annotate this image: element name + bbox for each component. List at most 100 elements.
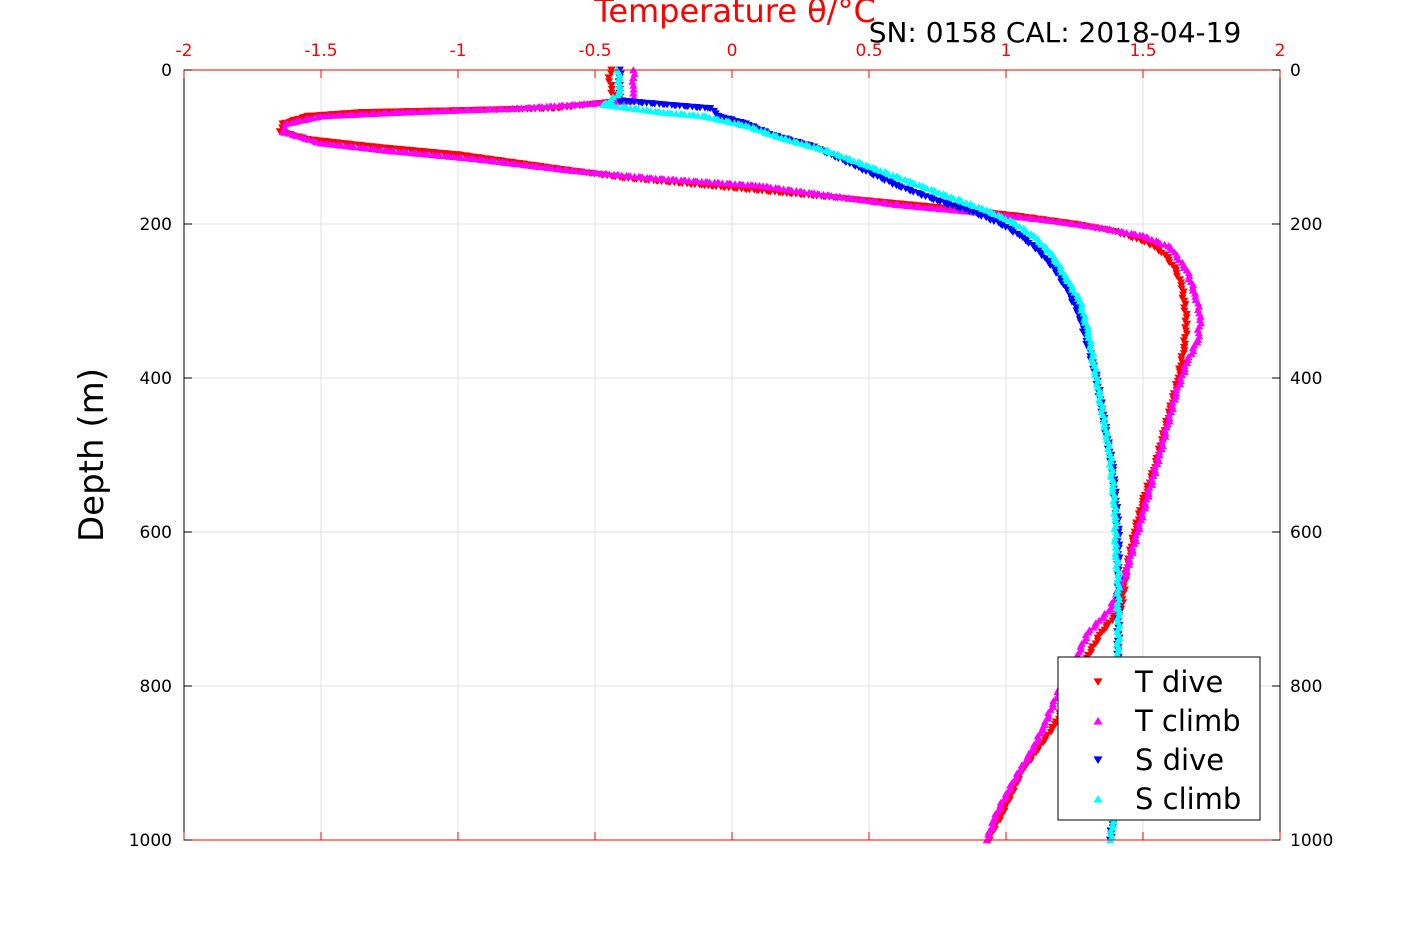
data-point-interp (1033, 732, 1042, 740)
data-point-interp (1076, 642, 1085, 650)
data-point (1190, 289, 1200, 297)
x-tick-label: 1.5 (1129, 41, 1156, 61)
data-point-interp (827, 192, 836, 199)
data-point-interp (1106, 827, 1115, 834)
data-point-interp (1077, 303, 1086, 311)
legend-marker-t-dive (1093, 678, 1103, 687)
data-point-interp (1024, 240, 1033, 247)
data-point-interp (1080, 315, 1089, 323)
data-point-interp (922, 184, 931, 192)
data-point-interp (988, 821, 997, 829)
y-tick-label-left: 200 (140, 215, 172, 235)
data-point (1144, 489, 1153, 497)
data-point-interp (304, 135, 313, 143)
data-point-interp (614, 77, 623, 85)
data-point-interp (876, 167, 885, 174)
data-point-interp (1049, 697, 1058, 705)
data-point-interp (949, 194, 958, 202)
x-tick-label: 0 (727, 41, 738, 61)
data-point-interp (1113, 571, 1122, 579)
data-point-interp (605, 78, 614, 86)
x-tick-label: -2 (176, 41, 193, 61)
data-point-interp (1031, 245, 1040, 253)
data-point (281, 120, 290, 128)
legend-box (1057, 656, 1261, 821)
data-point-interp (910, 180, 919, 188)
data-point-interp (1157, 249, 1166, 257)
y-tick-label-left: 600 (140, 523, 172, 543)
data-point-interp (1110, 491, 1119, 499)
x-tick-label: 2 (1275, 41, 1286, 61)
data-point-interp (1108, 485, 1117, 493)
data-point (629, 81, 638, 89)
data-point-interp (680, 110, 689, 118)
data-point-interp (884, 170, 893, 178)
data-point-interp (1107, 469, 1116, 477)
data-point-interp (987, 819, 996, 826)
data-point-interp (969, 202, 978, 209)
data-point-interp (1111, 503, 1120, 511)
legend-label: T dive (1134, 665, 1223, 699)
data-point-interp (1113, 615, 1122, 622)
data-point-interp (1184, 353, 1193, 361)
y-tick-label-right: 400 (1290, 369, 1322, 389)
data-point-interp (615, 70, 624, 78)
data-point-interp (1165, 414, 1174, 422)
data-point-interp (1104, 607, 1113, 615)
data-point-interp (1121, 569, 1130, 577)
data-point-interp (1028, 746, 1037, 754)
legend-label: S climb (1135, 782, 1241, 816)
data-point-interp (1089, 623, 1098, 631)
data-point-interp (1081, 222, 1090, 229)
data-point-interp (350, 143, 359, 151)
y-tick-label-left: 1000 (129, 831, 172, 851)
data-point-interp (1189, 281, 1198, 288)
data-point-interp (935, 189, 944, 196)
data-point-interp (1164, 411, 1173, 419)
data-point-interp (571, 167, 580, 175)
legend-marker-s-dive (1093, 756, 1103, 765)
data-point-interp (1017, 761, 1026, 769)
data-point-interp (896, 174, 905, 182)
data-point (1001, 790, 1011, 798)
data-point-interp (1151, 466, 1160, 474)
y-tick-label-right: 0 (1290, 61, 1301, 81)
data-point-interp (1114, 586, 1123, 594)
data-point-interp (615, 85, 624, 93)
data-point-interp (693, 112, 702, 119)
y-tick-label-left: 400 (140, 369, 172, 389)
data-point-interp (1111, 549, 1120, 557)
data-point-interp (1125, 558, 1134, 565)
data-point-interp (996, 798, 1005, 806)
x-tick-label: -1 (450, 41, 467, 61)
data-point-interp (1122, 228, 1131, 236)
data-point-interp (1029, 741, 1038, 748)
legend-label: S dive (1135, 743, 1224, 777)
data-point-interp (766, 183, 775, 191)
legend: T dive T climb S dive S climb (1057, 656, 1261, 821)
data-point-interp (1098, 402, 1107, 409)
data-point-interp (1097, 405, 1106, 412)
data-point-interp (1046, 262, 1055, 269)
data-point (1114, 605, 1123, 613)
data-point-interp (613, 91, 622, 99)
data-point-interp (894, 201, 903, 209)
data-point-interp (1001, 215, 1010, 222)
x-tick-label: -0.5 (578, 41, 611, 61)
data-point-interp (1107, 454, 1116, 462)
data-point-interp (1015, 222, 1024, 230)
data-point-interp (1168, 399, 1177, 406)
data-point-interp (607, 86, 616, 93)
data-point-interp (436, 152, 445, 159)
data-point-interp (1044, 712, 1053, 719)
data-point-interp (628, 77, 637, 85)
y-tick-label-right: 1000 (1290, 831, 1333, 851)
data-point-interp (1135, 522, 1144, 530)
data-point-interp (646, 107, 655, 115)
data-point-interp (839, 193, 848, 201)
data-point-interp (535, 163, 544, 171)
data-point-interp (805, 142, 814, 150)
data-point (629, 89, 638, 97)
data-point-interp (1176, 377, 1185, 385)
